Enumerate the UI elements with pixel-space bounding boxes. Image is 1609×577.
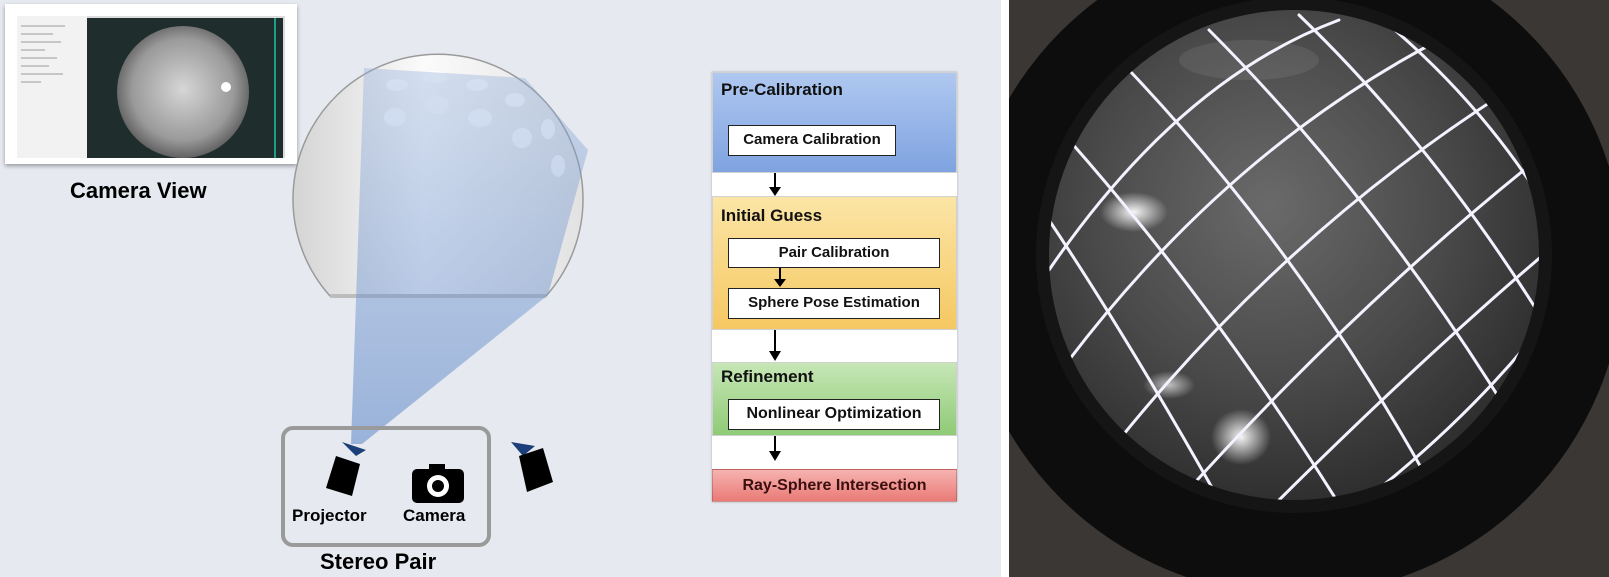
projection-illustration xyxy=(292,53,588,444)
projection-beam xyxy=(351,68,588,444)
step-nonlinear-optimization: Nonlinear Optimization xyxy=(728,399,940,430)
step-camera-calibration: Camera Calibration xyxy=(728,125,896,156)
step-sphere-pose-estimation: Sphere Pose Estimation xyxy=(728,288,940,319)
section-refinement-title: Refinement xyxy=(721,367,814,386)
stereo-pair-label: Stereo Pair xyxy=(320,549,437,574)
projector-label: Projector xyxy=(292,506,367,525)
projector-icon xyxy=(326,442,366,496)
camera-icon xyxy=(412,464,464,503)
section-pre-calibration: Pre-Calibration Camera Calibration xyxy=(712,72,957,173)
projected-grid xyxy=(1049,13,1539,500)
sphere-grid-photo xyxy=(1009,0,1609,577)
section-initial-guess: Initial Guess Pair Calibration Sphere Po… xyxy=(712,196,957,330)
stereo-pair-box xyxy=(281,426,491,547)
arrow-down-icon xyxy=(769,330,781,361)
camera-label: Camera xyxy=(403,506,466,525)
spherical-display-photo xyxy=(1009,0,1609,577)
camera-view-label: Camera View xyxy=(70,178,207,203)
second-projector-icon xyxy=(511,442,553,492)
pipeline-flowchart: Pre-Calibration Camera Calibration Initi… xyxy=(712,72,957,502)
arrow-down-icon xyxy=(769,173,781,196)
section-pre-calibration-title: Pre-Calibration xyxy=(721,80,843,99)
section-refinement: Refinement Nonlinear Optimization xyxy=(712,362,957,436)
arrow-down-icon xyxy=(769,436,781,461)
step-ray-sphere-intersection: Ray-Sphere Intersection xyxy=(712,469,957,502)
section-initial-guess-title: Initial Guess xyxy=(721,206,823,225)
step-pair-calibration: Pair Calibration xyxy=(728,238,940,268)
camera-view-thumbnail xyxy=(5,4,297,164)
setup-diagram-panel: Camera View xyxy=(0,0,1001,577)
arrow-down-icon xyxy=(774,268,786,287)
camera-view-image xyxy=(17,16,285,158)
